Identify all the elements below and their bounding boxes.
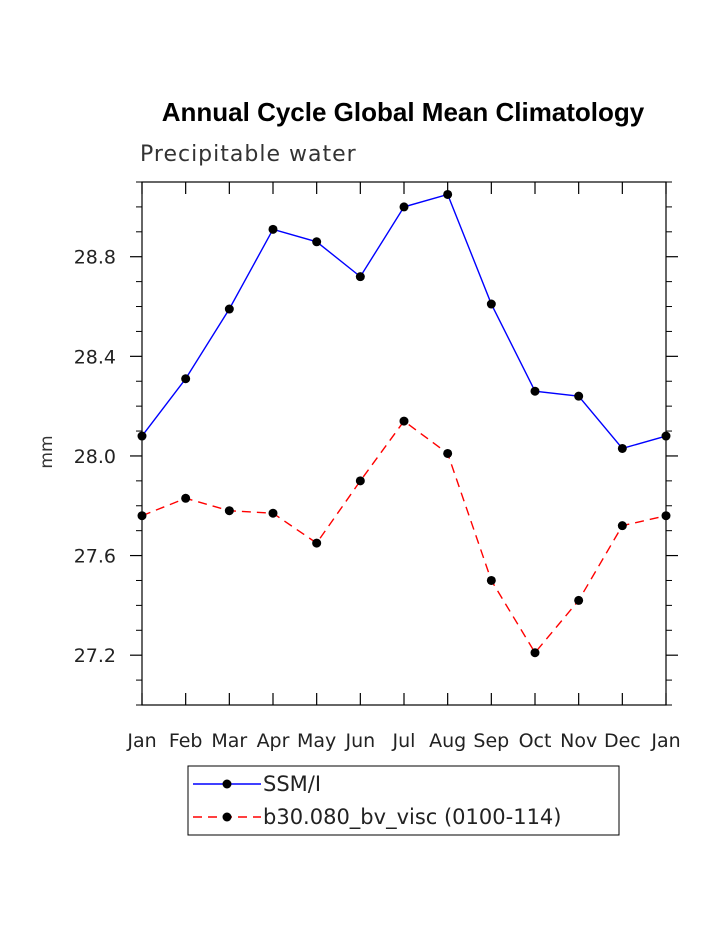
x-tick-label: Mar — [211, 730, 247, 752]
data-point-0 — [443, 189, 453, 199]
data-point-0 — [399, 202, 409, 212]
data-point-0 — [355, 272, 365, 282]
data-series — [137, 189, 671, 658]
plot-frame — [141, 181, 667, 706]
data-point-1 — [181, 493, 191, 503]
legend-label-ssmi: SSM/I — [263, 772, 321, 796]
data-point-1 — [399, 416, 409, 426]
x-tick-label: Sep — [473, 730, 509, 752]
legend-box — [187, 765, 620, 836]
axis-tick-labels: Jan Feb Mar Apr May Jun Jul Aug Sep Oct Nov Dec Jan 2… — [74, 247, 681, 752]
data-point-0 — [181, 374, 191, 384]
data-point-0 — [137, 431, 147, 441]
data-point-1 — [268, 508, 278, 518]
chart-subtitle: Precipitable water — [140, 142, 357, 167]
data-point-1 — [661, 511, 671, 521]
x-tick-label: Jun — [344, 730, 375, 752]
data-point-0 — [617, 443, 627, 453]
x-tick-label: Aug — [429, 730, 466, 752]
data-point-1 — [443, 448, 453, 458]
x-tick-label: Feb — [169, 730, 203, 752]
data-point-0 — [661, 431, 671, 441]
legend-marker-ssmi — [222, 779, 232, 789]
y-tick-label: 27.2 — [74, 645, 116, 667]
data-point-0 — [268, 224, 278, 234]
x-tick-label: Dec — [604, 730, 641, 752]
data-point-1 — [312, 538, 322, 548]
data-point-1 — [617, 521, 627, 531]
data-point-1 — [224, 506, 234, 516]
y-axis-label: mm — [37, 435, 57, 468]
y-tick-label: 28.4 — [74, 346, 116, 368]
data-point-0 — [312, 237, 322, 247]
x-tick-label: Nov — [560, 730, 597, 752]
data-point-0 — [530, 386, 540, 396]
y-tick-label: 28.0 — [74, 446, 116, 468]
data-point-0 — [574, 391, 584, 401]
axis-ticks — [130, 181, 678, 706]
x-tick-label: May — [297, 730, 336, 752]
data-point-1 — [355, 476, 365, 486]
x-tick-label: Oct — [519, 730, 552, 752]
x-tick-label: Apr — [257, 730, 290, 752]
y-tick-label: 27.6 — [74, 546, 116, 568]
x-tick-label: Jan — [650, 730, 680, 752]
x-tick-label: Jan — [126, 730, 156, 752]
data-point-1 — [574, 595, 584, 605]
chart-title: Annual Cycle Global Mean Climatology — [162, 97, 645, 127]
legend: SSM/I b30.080_bv_visc (0100-114) — [187, 765, 620, 836]
x-tick-label: Jul — [392, 730, 416, 752]
data-point-1 — [530, 648, 540, 658]
y-tick-label: 28.8 — [74, 247, 116, 269]
legend-marker-model — [222, 812, 232, 822]
data-point-0 — [224, 304, 234, 314]
series-line-0 — [141, 193, 667, 450]
data-point-1 — [486, 575, 496, 585]
series-line-1 — [141, 420, 667, 654]
data-point-0 — [486, 299, 496, 309]
data-point-1 — [137, 511, 147, 521]
legend-label-model: b30.080_bv_visc (0100-114) — [263, 805, 561, 830]
